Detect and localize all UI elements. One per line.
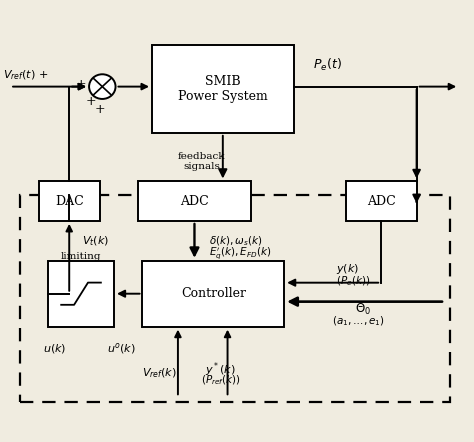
Text: $\delta(k),\omega_s(k)$: $\delta(k),\omega_s(k)$ [209, 234, 262, 248]
FancyBboxPatch shape [38, 181, 100, 221]
Text: $V_{ref}(k)$: $V_{ref}(k)$ [142, 366, 176, 380]
Text: SMIB
Power System: SMIB Power System [178, 75, 268, 103]
Text: $V_{ref}(t)$ +: $V_{ref}(t)$ + [3, 69, 48, 82]
Text: $u(k)$: $u(k)$ [44, 342, 67, 355]
Text: $P_e(t)$: $P_e(t)$ [313, 57, 341, 72]
Text: limiting: limiting [61, 252, 101, 261]
Text: ADC: ADC [367, 194, 395, 208]
Text: $y(k)$: $y(k)$ [336, 263, 359, 276]
Text: DAC: DAC [55, 194, 83, 208]
Text: $(P_e(k))$: $(P_e(k))$ [336, 274, 371, 288]
Text: ADC: ADC [180, 194, 209, 208]
Text: +: + [86, 95, 97, 108]
FancyBboxPatch shape [346, 181, 417, 221]
Text: +: + [95, 103, 105, 116]
Text: $E^{\prime}_q(k),E_{FD}(k)$: $E^{\prime}_q(k),E_{FD}(k)$ [209, 245, 271, 261]
Text: $\Theta_0$: $\Theta_0$ [355, 301, 371, 316]
Text: Controller: Controller [181, 287, 246, 300]
Circle shape [89, 74, 116, 99]
Text: feedback
signals: feedback signals [178, 152, 225, 171]
Text: $V_t(k)$: $V_t(k)$ [82, 234, 109, 248]
FancyBboxPatch shape [152, 45, 294, 133]
Text: $u^o(k)$: $u^o(k)$ [107, 341, 136, 356]
Text: $(a_1,\ldots,e_1)$: $(a_1,\ldots,e_1)$ [331, 315, 384, 328]
FancyBboxPatch shape [143, 261, 284, 327]
FancyBboxPatch shape [48, 261, 114, 327]
Text: +: + [76, 78, 87, 91]
Text: $(P_{ref}(k))$: $(P_{ref}(k))$ [201, 373, 240, 387]
Text: $y^*(k)$: $y^*(k)$ [205, 360, 236, 379]
FancyBboxPatch shape [138, 181, 251, 221]
